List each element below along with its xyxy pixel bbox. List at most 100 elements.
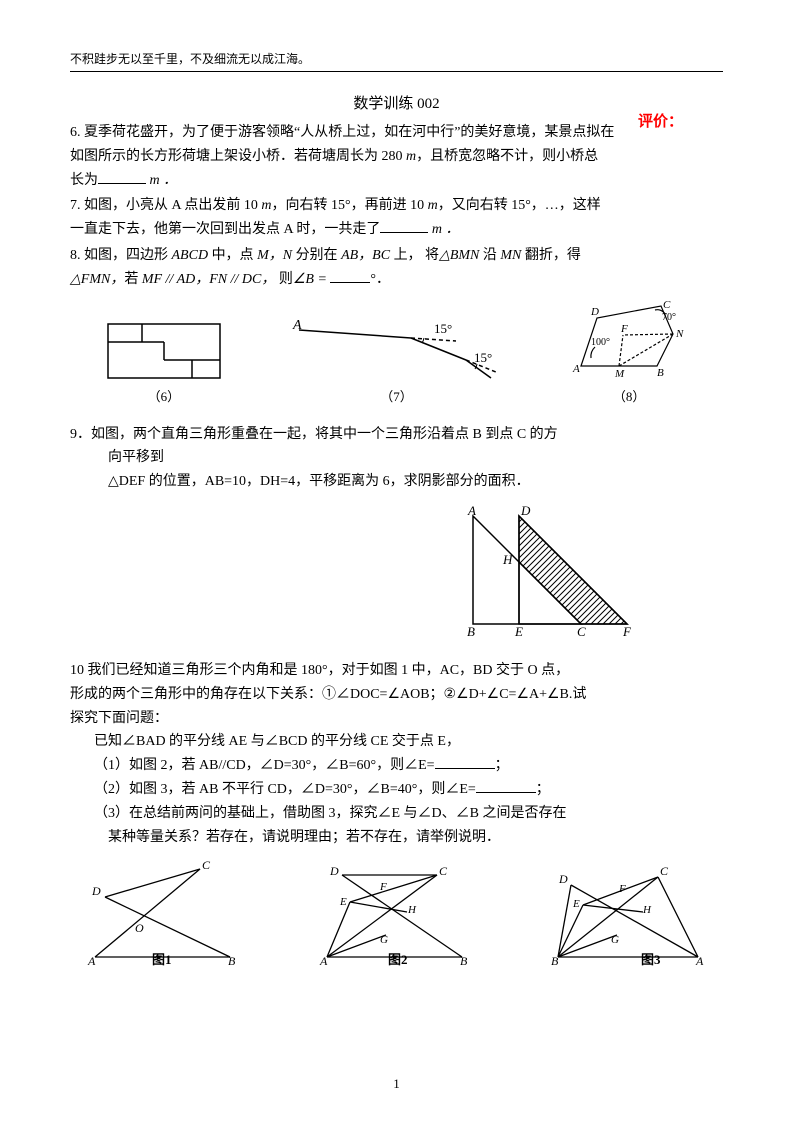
p8-deg: °．: [370, 272, 390, 287]
f103-A: A: [695, 954, 704, 967]
f102-F: F: [379, 881, 387, 893]
p7-line1c: ，又向右转 15°，…，这样: [438, 198, 601, 213]
f8-B: B: [657, 367, 664, 379]
figure-6: （6）: [104, 320, 224, 405]
fig10-1-svg: A B C D O 图1: [80, 857, 250, 967]
p8-l2b: 若: [124, 272, 138, 287]
p10-l4: 已知∠BAD 的平分线 AE 与∠BCD 的平分线 CE 交于点 E，: [70, 730, 723, 754]
f9-A: A: [467, 506, 476, 518]
f8-100: 100°: [591, 337, 610, 348]
fig8-caption: （8）: [569, 386, 689, 405]
p10-q3a: （3）在总结前两问的基础上，借助图 3，探究∠E 与∠D、∠B 之间是否存在: [70, 802, 723, 826]
p7-line1b: ，向右转 15°，再前进 10: [271, 198, 424, 213]
f103-F: F: [618, 883, 626, 895]
title-row: 数学训练 002 评价：: [70, 92, 723, 113]
fig8-svg: D C N B M A F 70° 100°: [569, 300, 689, 382]
doc-title: 数学训练 002: [70, 92, 723, 113]
fig7-A: A: [292, 318, 302, 333]
f103-G: G: [611, 934, 619, 946]
problem-10: 10 我们已经知道三角形三个内角和是 180°，对于如图 1 中，AC，BD 交…: [70, 659, 723, 849]
p10-q2a: （2）如图 3，若 AB 不平行 CD，∠D=30°，∠B=40°，则∠E=: [94, 782, 476, 797]
p6-line3a: 长为: [70, 173, 98, 188]
p7-m2: m: [424, 198, 438, 213]
f103-H: H: [642, 904, 652, 916]
p9-l2: 向平移到: [70, 446, 723, 470]
f8-D: D: [590, 306, 599, 318]
p10-l2: 形成的两个三角形中的角存在以下关系：①∠DOC=∠AOB；②∠D+∠C=∠A+∠…: [70, 687, 586, 702]
problem-8: 8. 如图，四边形 ABCD 中，点 M，N 分别在 AB，BC 上， 将△BM…: [70, 244, 723, 292]
p6-line2b: ，且桥宽忽略不计，则小桥总: [416, 149, 598, 164]
f8-C: C: [663, 300, 671, 311]
p6-line1: 6. 夏季荷花盛开，为了便于游客领略“人从桥上过，如在河中行”的美好意境，某景点…: [70, 125, 614, 140]
p7-line1: 7. 如图，小亮从 A 点出发前 10: [70, 198, 258, 213]
p8-l1d: 上， 将: [394, 248, 440, 263]
p7-m1: m: [258, 198, 272, 213]
fig6-caption: （6）: [104, 386, 224, 405]
f103-B: B: [551, 954, 559, 967]
f8-N: N: [675, 328, 684, 340]
p10-q1a: （1）如图 2，若 AB//CD，∠D=30°，∠B=60°，则∠E=: [94, 758, 435, 773]
p8-l1a: 8. 如图，四边形: [70, 248, 168, 263]
p9-l3: △DEF 的位置，AB=10，DH=4，平移距离为 6，求阴影部分的面积．: [70, 470, 723, 494]
p10-q1-blank: [435, 755, 495, 769]
f8-70: 70°: [662, 312, 676, 323]
figure-row-10: A B C D O 图1 A: [70, 857, 723, 967]
fig7-caption: （7）: [291, 386, 501, 405]
evaluation-label: 评价：: [638, 110, 683, 131]
fig7-a2: 15°: [474, 350, 492, 365]
p8-mn2: MN: [497, 248, 525, 263]
figure-10-2: A B C D E F G H 图2: [312, 857, 482, 967]
f103-C: C: [660, 864, 669, 878]
p7-m3: m ．: [428, 222, 459, 237]
p8-bmn: △BMN: [439, 248, 483, 263]
f9-H: H: [502, 552, 513, 567]
p8-l1b: 中，点: [212, 248, 254, 263]
fig10-3-svg: A B C D E F G H 图3: [543, 857, 713, 967]
problem-7: 7. 如图，小亮从 A 点出发前 10 m，向右转 15°，再前进 10 m，又…: [70, 194, 723, 242]
f101-cap: 图1: [152, 952, 172, 967]
p10-q2-semi: ；: [536, 782, 550, 797]
p6-line2a: 如图所示的长方形荷塘上架设小桥．若荷塘周长为 280: [70, 149, 403, 164]
f101-B: B: [228, 954, 236, 967]
fig10-2-svg: A B C D E F G H 图2: [312, 857, 482, 967]
p8-abcd: ABCD: [168, 248, 212, 263]
p8-l1e: 沿: [483, 248, 497, 263]
p10-q1: （1）如图 2，若 AB//CD，∠D=30°，∠B=60°，则∠E=；: [70, 754, 723, 778]
f9-E: E: [514, 624, 523, 636]
f103-E: E: [572, 898, 580, 910]
figure-8: D C N B M A F 70° 100° （8）: [569, 300, 689, 405]
figure-10-3: A B C D E F G H 图3: [543, 857, 713, 967]
f103-D: D: [558, 872, 568, 886]
problem-6: 6. 夏季荷花盛开，为了便于游客领略“人从桥上过，如在河中行”的美好意境，某景点…: [70, 121, 723, 192]
f9-C: C: [577, 624, 586, 636]
f102-cap: 图2: [388, 952, 408, 967]
p10-q2-blank: [476, 779, 536, 793]
f101-D: D: [91, 884, 101, 898]
p6-blank: [98, 170, 146, 184]
f8-M: M: [614, 368, 625, 380]
figure-9: A D H B E C F: [70, 506, 723, 641]
p8-l1f: 翻折，得: [525, 248, 581, 263]
p6-m1: m: [403, 149, 417, 164]
f101-C: C: [202, 858, 211, 872]
f8-A: A: [572, 363, 580, 375]
f9-B: B: [467, 624, 475, 636]
f102-E: E: [339, 896, 347, 908]
header-motto: 不积跬步无以至千里，不及细流无以成江海。: [70, 50, 723, 72]
p8-l1c: 分别在: [296, 248, 338, 263]
p8-mf: MF // AD，FN // DC，: [138, 272, 275, 287]
f8-F: F: [620, 323, 628, 335]
p10-l1: 10 我们已经知道三角形三个内角和是 180°，对于如图 1 中，AC，BD 交…: [70, 663, 569, 678]
f102-H: H: [407, 904, 417, 916]
f101-A: A: [87, 954, 96, 967]
p8-mn: M，N: [254, 248, 296, 263]
f9-D: D: [520, 506, 531, 518]
f102-D: D: [329, 864, 339, 878]
f103-cap: 图3: [641, 952, 661, 967]
fig7-svg: A 15° 15°: [291, 316, 501, 382]
page-number: 1: [0, 1076, 793, 1092]
problem-9: 9．如图，两个直角三角形重叠在一起，将其中一个三角形沿着点 B 到点 C 的方 …: [70, 423, 723, 494]
f101-O: O: [135, 921, 144, 935]
fig9-svg: A D H B E C F: [463, 506, 633, 636]
p7-line2a: 一直走下去，他第一次回到出发点 A 时，一共走了: [70, 222, 380, 237]
